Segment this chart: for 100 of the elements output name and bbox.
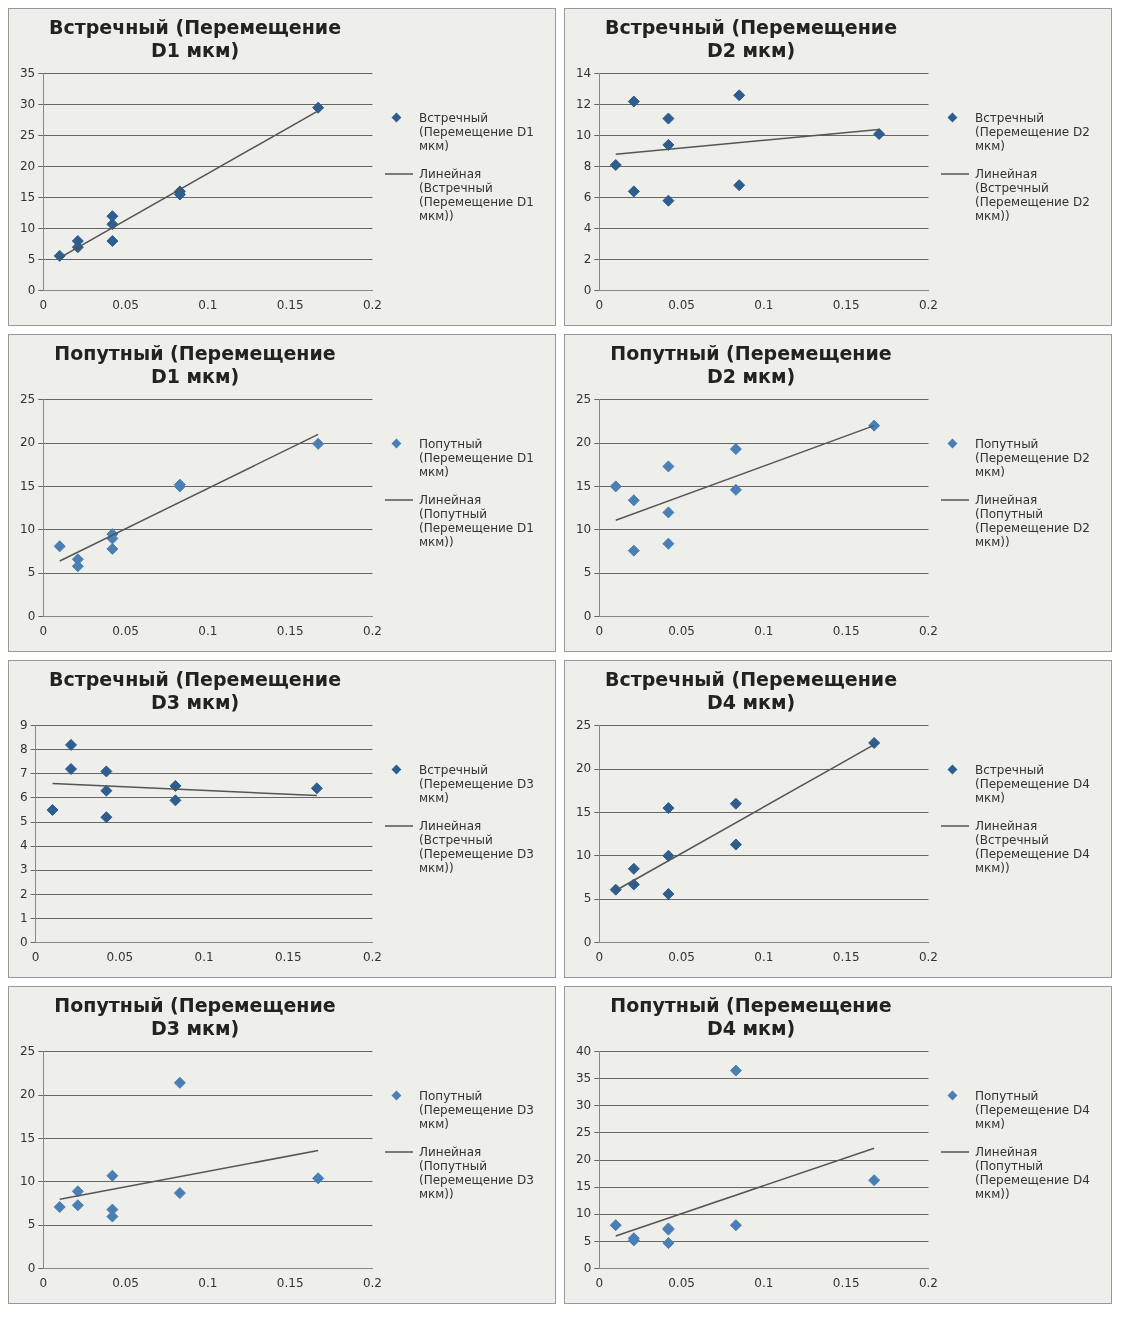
y-tick-label: 7 <box>19 765 28 780</box>
legend-label: Линейная (Попутный (Перемещение D1 мкм)) <box>419 493 535 549</box>
x-tick-label: 0.2 <box>918 623 938 638</box>
x-tick-label: 0 <box>39 297 48 312</box>
legend-label: Линейная (Попутный (Перемещение D4 мкм)) <box>975 1145 1091 1201</box>
legend-label: Попутный (Перемещение D2 мкм) <box>975 437 1091 479</box>
x-tick-label: 0.1 <box>754 623 774 638</box>
x-tick-label: 0.2 <box>362 297 382 312</box>
x-tick-label: 0.15 <box>832 1275 860 1290</box>
y-tick-label: 10 <box>19 521 36 536</box>
x-tick-label: 0.05 <box>112 623 139 638</box>
x-tick-label: 0.05 <box>668 623 695 638</box>
x-tick-label: 0.2 <box>918 1275 938 1290</box>
y-tick-label: 25 <box>575 1125 592 1140</box>
y-tick-label: 30 <box>19 96 36 111</box>
y-tick-label: 10 <box>575 847 592 862</box>
x-tick-label: 0.2 <box>362 623 382 638</box>
y-tick-label: 30 <box>575 1097 592 1112</box>
chart-title: Попутный (Перемещение D1 мкм) <box>54 342 336 388</box>
legend-label: Встречный (Перемещение D4 мкм) <box>975 763 1091 805</box>
x-tick-label: 0.1 <box>198 623 218 638</box>
chart-title: Встречный (Перемещение D4 мкм) <box>604 668 898 714</box>
y-tick-label: 0 <box>583 1260 592 1275</box>
y-tick-label: 6 <box>19 790 28 805</box>
y-tick-label: 9 <box>19 717 28 732</box>
chart-title: Встречный (Перемещение D3 мкм) <box>48 668 342 714</box>
y-tick-label: 5 <box>19 814 28 829</box>
x-tick-label: 0.1 <box>198 1275 218 1290</box>
x-tick-label: 0.2 <box>362 949 382 964</box>
y-tick-label: 25 <box>19 1043 36 1058</box>
x-tick-label: 0.2 <box>362 1275 382 1290</box>
y-tick-label: 2 <box>19 886 28 901</box>
chart-title: Попутный (Перемещение D2 мкм) <box>610 342 892 388</box>
y-tick-label: 0 <box>583 282 592 297</box>
x-tick-label: 0.1 <box>194 949 214 964</box>
legend-label: Линейная (Встречный (Перемещение D1 мкм)) <box>419 167 535 223</box>
y-tick-label: 0 <box>27 282 36 297</box>
y-tick-label: 0 <box>583 608 592 623</box>
x-tick-label: 0.1 <box>754 1275 774 1290</box>
y-tick-label: 20 <box>19 435 36 450</box>
y-tick-label: 5 <box>27 251 36 266</box>
x-tick-label: 0.15 <box>832 949 860 964</box>
legend-label: Попутный (Перемещение D4 мкм) <box>975 1089 1091 1131</box>
x-tick-label: 0.05 <box>112 1275 139 1290</box>
chart-title: Попутный (Перемещение D3 мкм) <box>54 994 336 1040</box>
legend-label: Линейная (Встречный (Перемещение D3 мкм)) <box>419 819 535 875</box>
y-tick-label: 15 <box>575 804 592 819</box>
y-tick-label: 8 <box>583 158 592 173</box>
y-tick-label: 20 <box>19 158 36 173</box>
y-tick-label: 20 <box>575 1152 592 1167</box>
y-tick-label: 5 <box>583 891 592 906</box>
chart-title: Попутный (Перемещение D4 мкм) <box>610 994 892 1040</box>
x-tick-label: 0.15 <box>274 949 302 964</box>
x-tick-label: 0.2 <box>918 949 938 964</box>
x-tick-label: 0.05 <box>106 949 134 964</box>
legend-label: Встречный (Перемещение D3 мкм) <box>419 763 535 805</box>
x-tick-label: 0 <box>595 949 604 964</box>
x-tick-label: 0 <box>595 623 604 638</box>
y-tick-label: 35 <box>575 1070 592 1085</box>
x-tick-label: 0.05 <box>668 297 695 312</box>
legend-label: Линейная (Встречный (Перемещение D2 мкм)) <box>975 167 1091 223</box>
legend-label: Попутный (Перемещение D3 мкм) <box>419 1089 535 1131</box>
x-tick-label: 0.15 <box>276 297 304 312</box>
y-tick-label: 25 <box>19 391 36 406</box>
x-tick-label: 0 <box>39 623 48 638</box>
y-tick-label: 6 <box>583 189 592 204</box>
x-tick-label: 0.2 <box>918 297 938 312</box>
legend-label: Линейная (Встречный (Перемещение D4 мкм)) <box>975 819 1091 875</box>
y-tick-label: 0 <box>583 934 592 949</box>
x-tick-label: 0.05 <box>112 297 139 312</box>
y-tick-label: 25 <box>19 127 36 142</box>
y-tick-label: 15 <box>19 189 36 204</box>
y-tick-label: 0 <box>19 934 28 949</box>
legend-label: Встречный (Перемещение D2 мкм) <box>975 111 1091 153</box>
y-tick-label: 12 <box>575 96 592 111</box>
legend-label: Линейная (Попутный (Перемещение D3 мкм)) <box>419 1145 535 1201</box>
y-tick-label: 20 <box>19 1087 36 1102</box>
y-tick-label: 5 <box>583 565 592 580</box>
x-tick-label: 0.15 <box>276 623 304 638</box>
y-tick-label: 25 <box>575 717 592 732</box>
chart-title: Встречный (Перемещение D2 мкм) <box>604 16 898 62</box>
y-tick-label: 10 <box>575 1206 592 1221</box>
y-tick-label: 4 <box>19 838 28 853</box>
y-tick-label: 5 <box>583 1233 592 1248</box>
x-tick-label: 0.15 <box>832 623 860 638</box>
legend-label: Линейная (Попутный (Перемещение D2 мкм)) <box>975 493 1091 549</box>
y-tick-label: 20 <box>575 761 592 776</box>
y-tick-label: 15 <box>575 478 592 493</box>
y-tick-label: 2 <box>583 251 592 266</box>
y-tick-label: 4 <box>583 220 592 235</box>
y-tick-label: 15 <box>19 1130 36 1145</box>
y-tick-label: 3 <box>19 862 28 877</box>
y-tick-label: 20 <box>575 435 592 450</box>
x-tick-label: 0.1 <box>754 949 774 964</box>
y-tick-label: 15 <box>19 478 36 493</box>
y-tick-label: 10 <box>19 1173 36 1188</box>
x-tick-label: 0.05 <box>668 949 695 964</box>
legend-label: Встречный (Перемещение D1 мкм) <box>419 111 535 153</box>
y-tick-label: 0 <box>27 1260 36 1275</box>
x-tick-label: 0.05 <box>668 1275 695 1290</box>
